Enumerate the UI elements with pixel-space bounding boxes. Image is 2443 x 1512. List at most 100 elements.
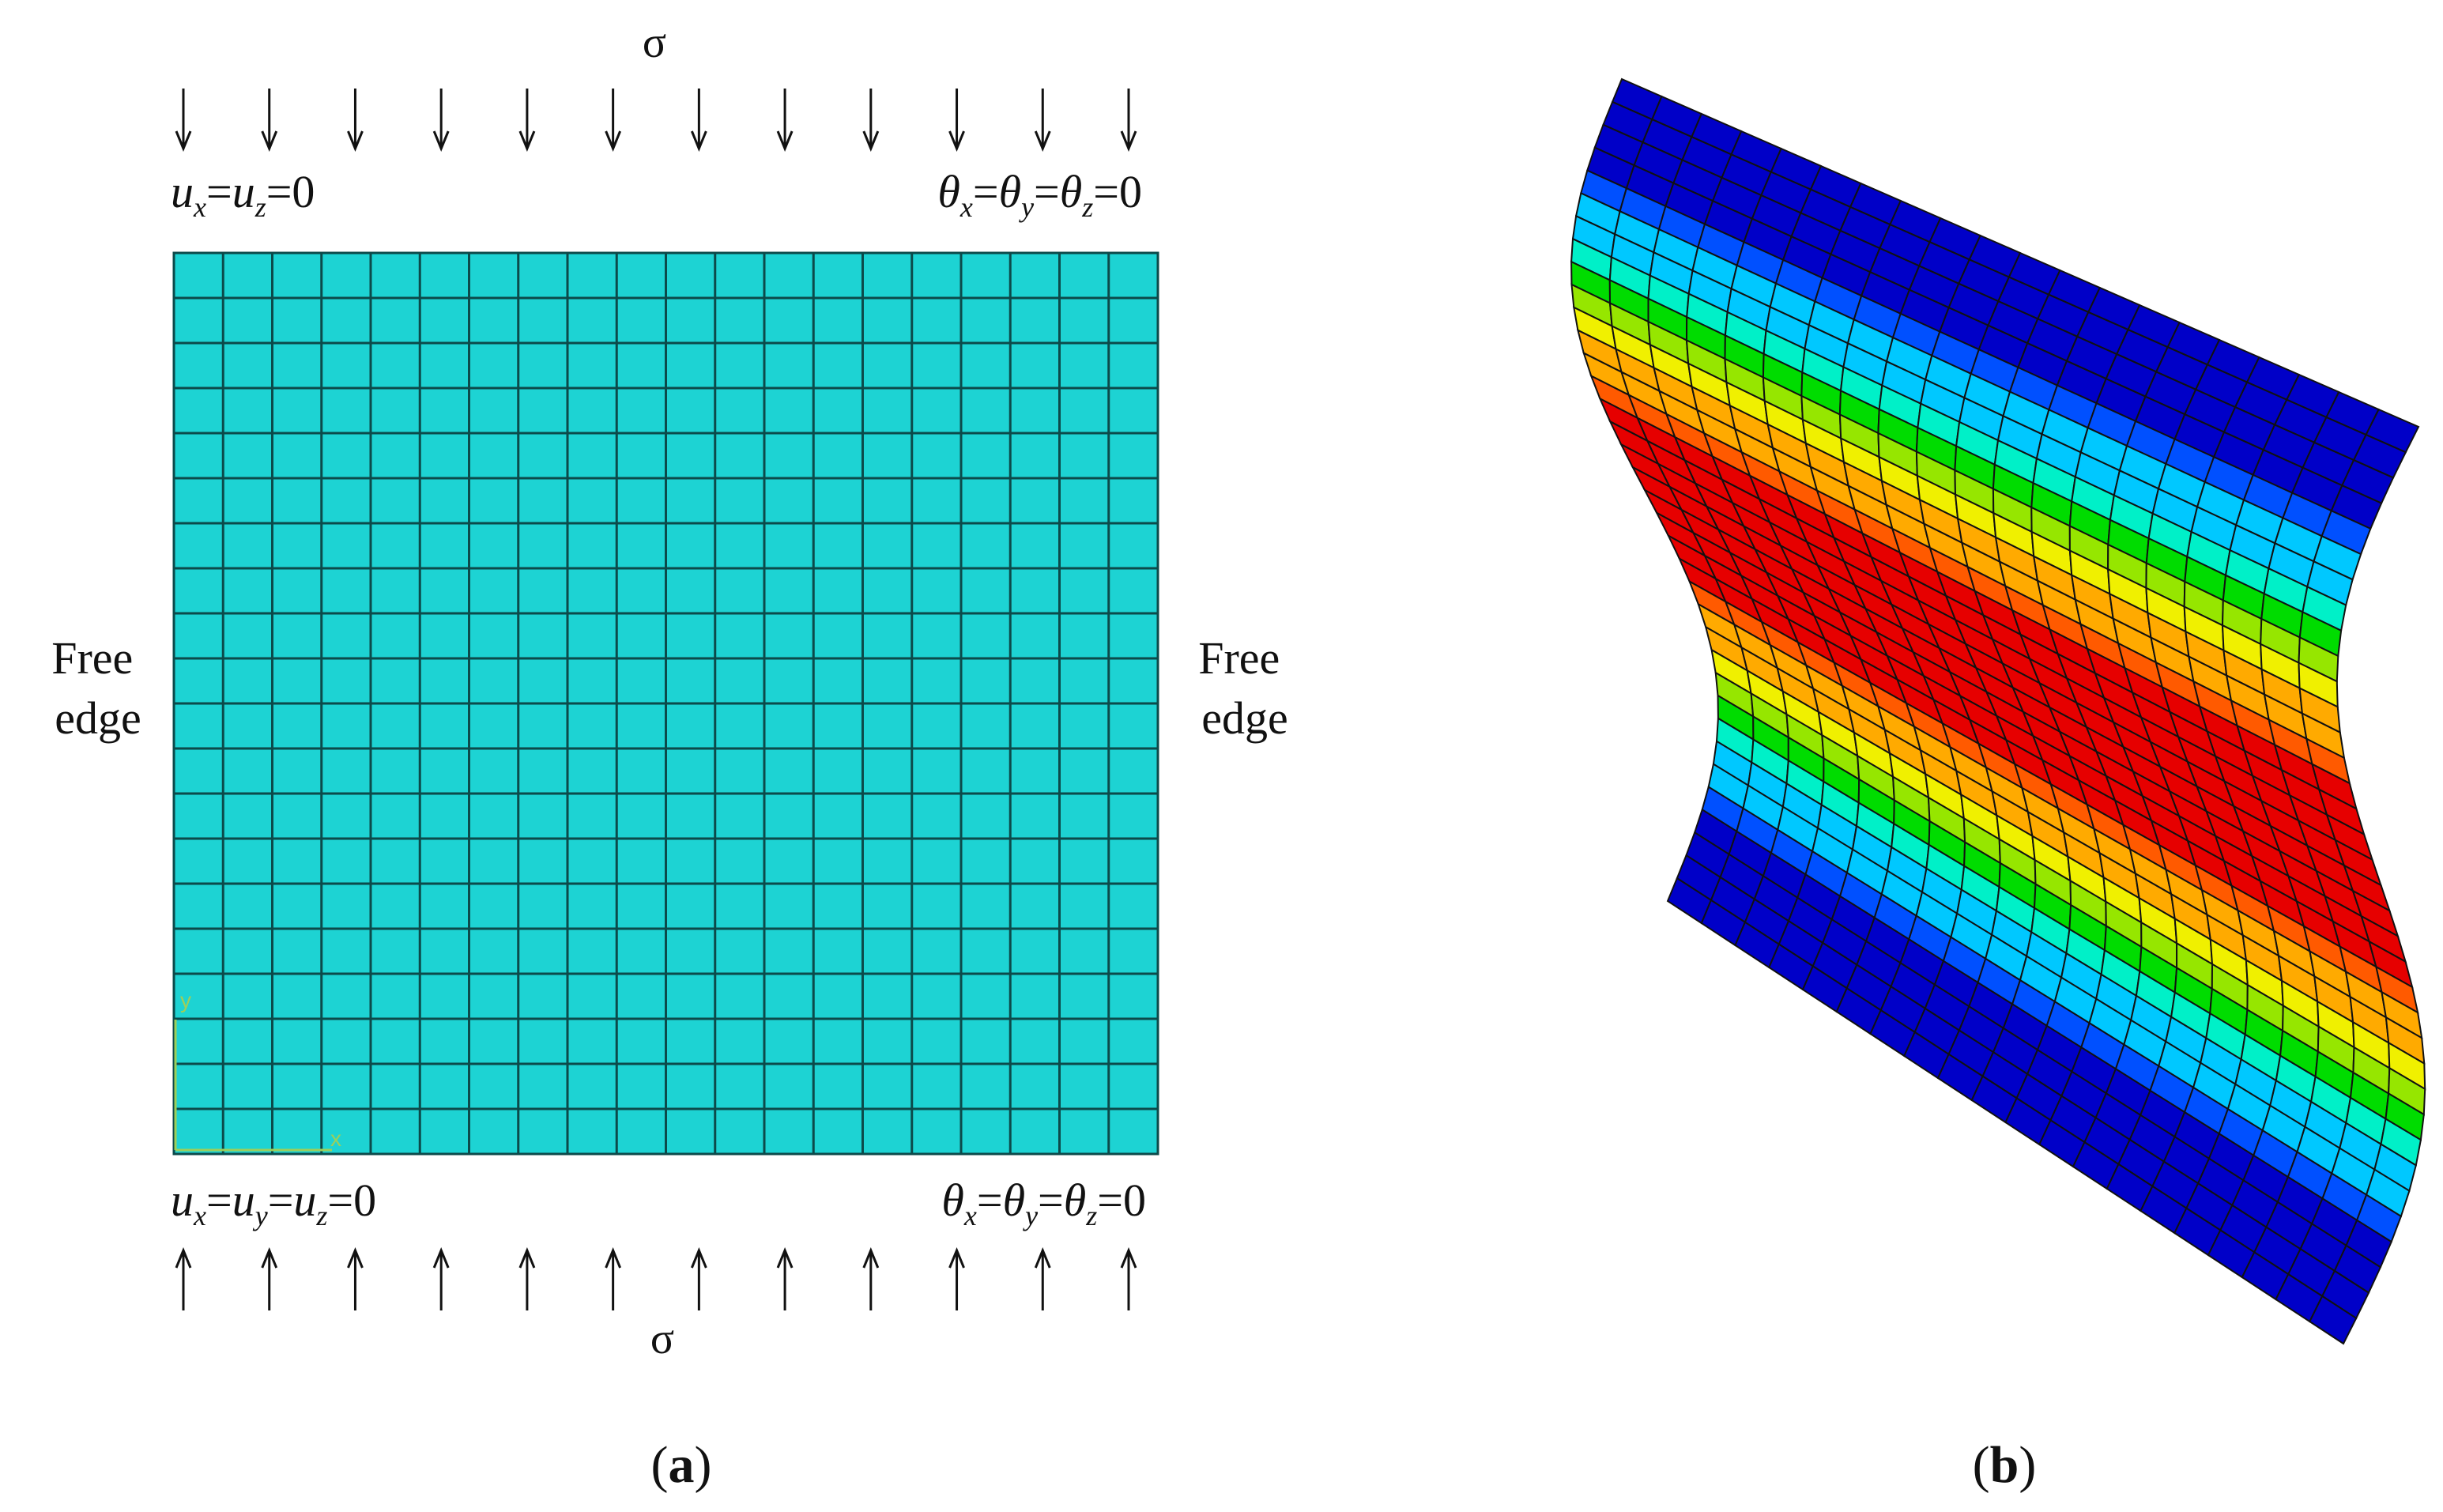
bc-subscript: z xyxy=(1085,1200,1097,1231)
arrow-head xyxy=(518,1247,536,1269)
bc-subscript: z xyxy=(254,191,266,223)
bc-equals: = xyxy=(206,166,232,217)
load-arrow-up xyxy=(605,1247,622,1310)
bc-top-right: θx=θy=θz=0 xyxy=(937,166,1142,223)
arrow-head xyxy=(605,130,622,152)
arrow-head xyxy=(347,1247,364,1269)
bc-value: =0 xyxy=(327,1175,376,1226)
arrow-head xyxy=(690,130,707,152)
bc-symbol: u xyxy=(171,1175,194,1226)
load-arrows-bottom xyxy=(175,1247,1137,1310)
arrow-head xyxy=(261,130,278,152)
bc-symbol: θ xyxy=(941,1175,964,1226)
load-arrow-down xyxy=(776,89,794,152)
free-edge-left-line2: edge xyxy=(55,692,141,744)
free-edge-left: Free edge xyxy=(51,632,145,744)
load-arrow-up xyxy=(1120,1247,1137,1310)
bc-equals: = xyxy=(977,1175,1003,1226)
bc-subscript: x xyxy=(963,1200,977,1231)
load-arrow-up xyxy=(948,1247,965,1310)
load-arrow-up xyxy=(690,1247,707,1310)
bc-subscript: y xyxy=(253,1200,268,1231)
arrow-head xyxy=(690,1247,707,1269)
bc-subscript: x xyxy=(193,1200,206,1231)
arrow-head xyxy=(862,1247,880,1269)
panel-b: (b) xyxy=(1570,77,2426,1494)
arrow-head xyxy=(862,130,880,152)
caption-paren-close: ) xyxy=(695,1436,712,1494)
axis-x-label: x xyxy=(330,1126,341,1151)
arrow-head xyxy=(776,130,794,152)
load-arrow-up xyxy=(1034,1247,1051,1310)
arrow-head xyxy=(518,130,536,152)
bc-subscript: y xyxy=(1023,1200,1038,1231)
load-arrow-down xyxy=(605,89,622,152)
bc-symbol: θ xyxy=(937,166,960,217)
arrow-head xyxy=(948,130,965,152)
bc-subscript: z xyxy=(1081,191,1093,223)
bc-bottom-right: θx=θy=θz=0 xyxy=(941,1175,1146,1231)
stress-label-bottom: σ xyxy=(650,1314,674,1363)
axis-triad: y x xyxy=(174,988,341,1152)
bc-subscript: x xyxy=(193,191,206,223)
bc-value: =0 xyxy=(1093,166,1142,217)
panel-a-caption: (a) xyxy=(651,1436,712,1494)
load-arrow-down xyxy=(1120,89,1137,152)
panel-a: σ ux=uz=0 θx=θy=θz=0 y x Free edge Free … xyxy=(51,18,1291,1494)
panel-b-caption: (b) xyxy=(1973,1436,2037,1494)
deformed-contour-mesh xyxy=(1570,77,2426,1345)
load-arrow-down xyxy=(261,89,278,152)
load-arrow-up xyxy=(432,1247,450,1310)
load-arrows-top xyxy=(175,89,1137,152)
bc-bottom-left: ux=uy=uz=0 xyxy=(171,1175,376,1231)
mesh-element xyxy=(2309,1295,2358,1345)
load-arrow-down xyxy=(347,89,364,152)
load-arrow-down xyxy=(175,89,192,152)
load-arrow-down xyxy=(690,89,707,152)
load-arrow-down xyxy=(862,89,880,152)
free-edge-right-line2: edge xyxy=(1201,692,1288,744)
bc-subscript: y xyxy=(1019,191,1034,223)
arrow-head xyxy=(432,1247,450,1269)
bc-equals: = xyxy=(206,1175,232,1226)
caption-letter: a xyxy=(669,1436,695,1494)
bc-symbol: u xyxy=(171,166,194,217)
load-arrow-up xyxy=(776,1247,794,1310)
arrow-head xyxy=(605,1247,622,1269)
arrow-head xyxy=(776,1247,794,1269)
load-arrow-down xyxy=(1034,89,1051,152)
caption-paren-open: ( xyxy=(651,1436,669,1494)
bc-symbol: u xyxy=(232,1175,255,1226)
arrow-head xyxy=(1120,130,1137,152)
arrow-head xyxy=(175,1247,192,1269)
arrow-head xyxy=(948,1247,965,1269)
bc-value: =0 xyxy=(266,166,315,217)
arrow-head xyxy=(1034,1247,1051,1269)
free-edge-left-line1: Free xyxy=(51,632,133,684)
bc-equals: = xyxy=(1034,166,1060,217)
bc-symbol: θ xyxy=(1003,1175,1026,1226)
free-edge-right: Free edge xyxy=(1198,632,1291,744)
bc-symbol: u xyxy=(293,1175,316,1226)
bc-equals: = xyxy=(268,1175,294,1226)
arrow-head xyxy=(1034,130,1051,152)
bc-top-left: ux=uz=0 xyxy=(171,166,315,223)
load-arrow-down xyxy=(948,89,965,152)
bc-subscript: x xyxy=(959,191,973,223)
bc-value: =0 xyxy=(1097,1175,1146,1226)
bc-equals: = xyxy=(1038,1175,1064,1226)
bc-symbol: θ xyxy=(999,166,1022,217)
caption-letter: b xyxy=(1990,1436,2019,1494)
stress-label-top: σ xyxy=(643,18,666,67)
bc-equals: = xyxy=(973,166,999,217)
load-arrow-down xyxy=(432,89,450,152)
load-arrow-up xyxy=(862,1247,880,1310)
axis-y-label: y xyxy=(180,988,191,1012)
bc-subscript: z xyxy=(315,1200,327,1231)
load-arrow-up xyxy=(518,1247,536,1310)
free-edge-right-line1: Free xyxy=(1198,632,1280,684)
caption-paren-open: ( xyxy=(1973,1436,1990,1494)
load-arrow-up xyxy=(261,1247,278,1310)
mesh-grid xyxy=(172,251,1159,1156)
